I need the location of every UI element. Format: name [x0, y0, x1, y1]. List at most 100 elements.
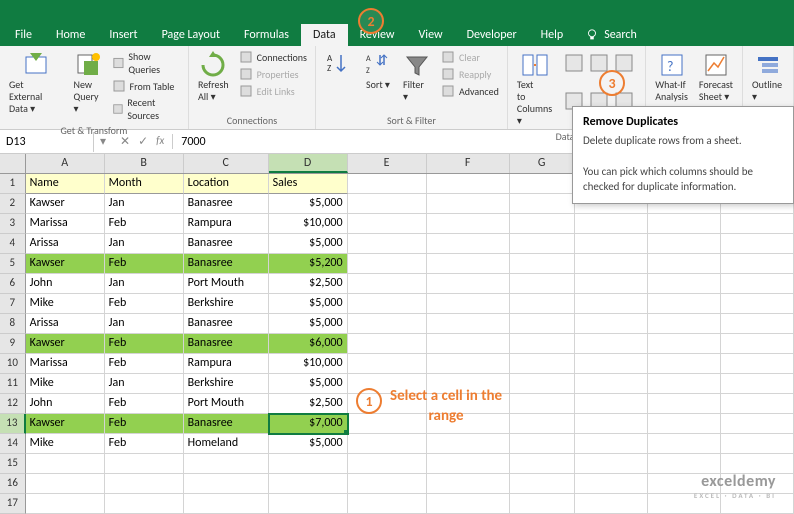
row-header-11[interactable]: 11 — [0, 374, 26, 394]
cell-I15[interactable] — [648, 454, 721, 474]
cell-G2[interactable] — [510, 194, 575, 214]
cell-C16[interactable] — [184, 474, 269, 494]
cell-E7[interactable] — [348, 294, 427, 314]
cell-A13[interactable]: Kawser — [26, 414, 105, 434]
sort-az-button[interactable]: AZ — [321, 49, 357, 105]
menu-help[interactable]: Help — [529, 24, 576, 46]
cell-D14[interactable]: $5,000 — [269, 434, 348, 454]
cell-D15[interactable] — [269, 454, 348, 474]
cell-A1[interactable]: Name — [26, 174, 105, 194]
cell-J12[interactable] — [721, 394, 794, 414]
cell-C5[interactable]: Banasree — [184, 254, 269, 274]
cell-I11[interactable] — [648, 374, 721, 394]
cell-I6[interactable] — [648, 274, 721, 294]
cell-J4[interactable] — [721, 234, 794, 254]
cell-F1[interactable] — [427, 174, 510, 194]
cell-D12[interactable]: $2,500 — [269, 394, 348, 414]
cell-E2[interactable] — [348, 194, 427, 214]
sort-button[interactable]: AZSort ▾ — [360, 49, 396, 105]
cell-A17[interactable] — [26, 494, 105, 514]
cell-G10[interactable] — [510, 354, 575, 374]
cell-C3[interactable]: Rampura — [184, 214, 269, 234]
cell-H13[interactable] — [575, 414, 648, 434]
cell-H14[interactable] — [575, 434, 648, 454]
cell-E14[interactable] — [348, 434, 427, 454]
cell-C1[interactable]: Location — [184, 174, 269, 194]
cell-C8[interactable]: Banasree — [184, 314, 269, 334]
col-header-C[interactable]: C — [184, 154, 269, 173]
cell-E5[interactable] — [348, 254, 427, 274]
menu-file[interactable]: File — [3, 24, 44, 46]
cell-D10[interactable]: $10,000 — [269, 354, 348, 374]
cell-A11[interactable]: Mike — [26, 374, 105, 394]
cell-J15[interactable] — [721, 454, 794, 474]
cell-D13[interactable]: $7,000 — [269, 414, 348, 434]
menu-page-layout[interactable]: Page Layout — [150, 24, 232, 46]
cell-J14[interactable] — [721, 434, 794, 454]
cell-F17[interactable] — [427, 494, 510, 514]
menu-view[interactable]: View — [407, 24, 455, 46]
cell-F4[interactable] — [427, 234, 510, 254]
row-header-5[interactable]: 5 — [0, 254, 26, 274]
cell-C13[interactable]: Banasree — [184, 414, 269, 434]
row-header-12[interactable]: 12 — [0, 394, 26, 414]
cell-H12[interactable] — [575, 394, 648, 414]
cell-A6[interactable]: John — [26, 274, 105, 294]
cell-D6[interactable]: $2,500 — [269, 274, 348, 294]
cell-D17[interactable] — [269, 494, 348, 514]
cell-H7[interactable] — [575, 294, 648, 314]
get-external-data-button[interactable]: GetExternal Data ▾ — [5, 49, 67, 123]
cell-A15[interactable] — [26, 454, 105, 474]
row-header-17[interactable]: 17 — [0, 494, 26, 514]
text-to-columns-button[interactable]: Textto Columns ▾ — [513, 49, 557, 129]
cell-I9[interactable] — [648, 334, 721, 354]
cell-H17[interactable] — [575, 494, 648, 514]
cell-J3[interactable] — [721, 214, 794, 234]
cell-G14[interactable] — [510, 434, 575, 454]
cell-C2[interactable]: Banasree — [184, 194, 269, 214]
cell-C4[interactable]: Banasree — [184, 234, 269, 254]
col-header-F[interactable]: F — [427, 154, 510, 173]
col-header-B[interactable]: B — [105, 154, 184, 173]
menu-formulas[interactable]: Formulas — [232, 24, 301, 46]
cell-A9[interactable]: Kawser — [26, 334, 105, 354]
cell-I12[interactable] — [648, 394, 721, 414]
cell-F6[interactable] — [427, 274, 510, 294]
cell-H6[interactable] — [575, 274, 648, 294]
cell-I13[interactable] — [648, 414, 721, 434]
cell-C9[interactable]: Banasree — [184, 334, 269, 354]
cell-E3[interactable] — [348, 214, 427, 234]
cell-G11[interactable] — [510, 374, 575, 394]
cell-J7[interactable] — [721, 294, 794, 314]
cell-B7[interactable]: Feb — [105, 294, 184, 314]
cell-B2[interactable]: Jan — [105, 194, 184, 214]
cell-B6[interactable]: Jan — [105, 274, 184, 294]
cell-C11[interactable]: Berkshire — [184, 374, 269, 394]
cell-D2[interactable]: $5,000 — [269, 194, 348, 214]
cell-A7[interactable]: Mike — [26, 294, 105, 314]
menu-insert[interactable]: Insert — [97, 24, 149, 46]
cell-I7[interactable] — [648, 294, 721, 314]
cell-A2[interactable]: Kawser — [26, 194, 105, 214]
advanced-button[interactable]: Advanced — [438, 83, 502, 99]
flash-fill-button[interactable] — [564, 53, 586, 88]
cell-F3[interactable] — [427, 214, 510, 234]
cell-G17[interactable] — [510, 494, 575, 514]
cell-B16[interactable] — [105, 474, 184, 494]
cell-I14[interactable] — [648, 434, 721, 454]
cell-B3[interactable]: Feb — [105, 214, 184, 234]
cell-G9[interactable] — [510, 334, 575, 354]
cell-F5[interactable] — [427, 254, 510, 274]
row-header-6[interactable]: 6 — [0, 274, 26, 294]
cell-E16[interactable] — [348, 474, 427, 494]
cell-F16[interactable] — [427, 474, 510, 494]
cell-G3[interactable] — [510, 214, 575, 234]
cell-I4[interactable] — [648, 234, 721, 254]
cell-F2[interactable] — [427, 194, 510, 214]
row-header-16[interactable]: 16 — [0, 474, 26, 494]
cell-A5[interactable]: Kawser — [26, 254, 105, 274]
row-header-10[interactable]: 10 — [0, 354, 26, 374]
cell-D7[interactable]: $5,000 — [269, 294, 348, 314]
cell-H11[interactable] — [575, 374, 648, 394]
cell-G15[interactable] — [510, 454, 575, 474]
